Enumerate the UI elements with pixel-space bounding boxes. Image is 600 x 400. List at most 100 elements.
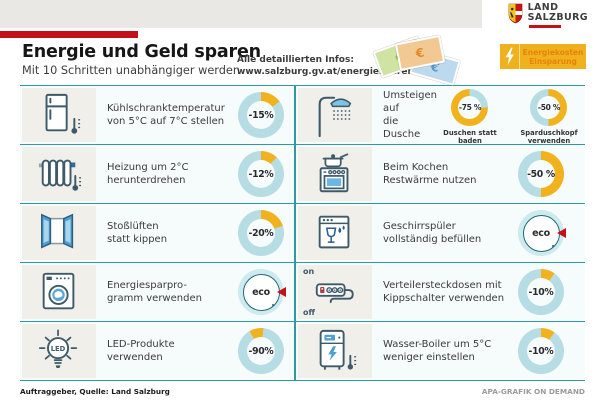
item-text: Umsteigen auf die Dusche	[372, 89, 437, 141]
item-line1: Heizung um 2°C	[107, 162, 189, 173]
heating-donut: -12%	[238, 151, 284, 197]
item-line2: Restwärme nutzen	[383, 175, 477, 186]
eco-dial: eco	[238, 269, 286, 315]
item-line1: Energiesparpro-	[107, 280, 187, 291]
column-divider	[294, 85, 296, 381]
item-line2: vollständig befüllen	[383, 234, 482, 245]
row-divider	[20, 203, 585, 204]
boiler-donut: -10%	[518, 328, 564, 374]
badge-line1: Energiekosten	[522, 47, 584, 57]
donut-value: -50 %	[527, 168, 555, 180]
dial-pointer-icon	[277, 287, 286, 297]
radiator-icon	[22, 147, 96, 201]
info-label: Alle detaillierten Infos:	[237, 55, 354, 65]
washing-machine-icon	[22, 265, 96, 319]
led-bulb-icon: LED	[22, 324, 96, 378]
eco-label: eco	[532, 227, 550, 239]
row-divider	[20, 262, 585, 263]
donut-caption: Duschen statt baden	[443, 128, 497, 145]
info-url[interactable]: www.salzburg.gv.at/energiesparen	[237, 66, 414, 77]
grid-cell-washing-machine: Energiesparpro- gramm verwenden eco	[20, 263, 294, 321]
grid-cell-power-strip: on off Verteilersteckdosen mit Kippschal…	[296, 263, 585, 321]
window-donut: -20%	[238, 210, 284, 256]
lightning-icon	[500, 44, 520, 69]
logo-line2: SALZBURG	[527, 12, 588, 23]
item-line1: Beim Kochen	[383, 162, 449, 173]
item-line2: weniger einstellen	[383, 352, 475, 363]
euro-banknotes-icon: € € €	[372, 34, 464, 86]
page-title: Energie und Geld sparen	[22, 42, 261, 62]
item-text: Beim Kochen Restwärme nutzen	[372, 161, 476, 187]
power-strip-icon: on off	[298, 265, 372, 319]
title-red-bar	[0, 31, 138, 38]
item-text: Heizung um 2°C herunterdrehen	[96, 161, 189, 187]
source-credit: Auftraggeber, Quelle: Land Salzburg	[20, 387, 170, 396]
apa-credit: APA-GRAFIK ON DEMAND	[481, 387, 585, 396]
euro-symbol: €	[414, 45, 426, 61]
item-line2: verwenden	[107, 352, 163, 363]
shower-icon	[298, 88, 372, 142]
item-text: Wasser-Boiler um 5°C weniger einstellen	[372, 338, 491, 364]
fridge-icon	[22, 88, 96, 142]
grid-cell-fridge: Kühlschranktemperatur von 5°C auf 7°C st…	[20, 86, 294, 144]
donut-value: -12%	[248, 168, 274, 180]
shower-donut-head: -50 %	[530, 88, 568, 126]
donut-value: -15%	[248, 109, 274, 121]
donut-value: -10%	[528, 286, 554, 298]
stove-icon	[298, 147, 372, 201]
item-text: Kühlschranktemperatur von 5°C auf 7°C st…	[96, 102, 225, 128]
page-subtitle: Mit 10 Schritten unabhängiger werden	[22, 64, 240, 77]
grid-cell-led: LED LED-Produkte verwenden	[20, 322, 294, 380]
item-text: Verteilersteckdosen mit Kippschalter ver…	[372, 279, 504, 305]
row-divider	[20, 321, 585, 322]
badge-line2: Einsparung	[529, 56, 577, 66]
donut-value: -20%	[248, 227, 274, 239]
grid-cell-window: Stoßlüften statt kippen -20%	[20, 204, 294, 262]
cooking-donut: -50 %	[518, 151, 564, 197]
row-divider	[20, 144, 585, 145]
land-salzburg-logo: LAND SALZBURG	[508, 3, 588, 28]
item-line2: von 5°C auf 7°C stellen	[107, 116, 225, 127]
row-divider	[20, 380, 585, 381]
item-line1: Wasser-Boiler um 5°C	[383, 339, 492, 350]
dial-pointer-icon	[557, 228, 566, 238]
dishwasher-icon	[298, 206, 372, 260]
donut-value: -75 %	[458, 102, 482, 112]
grid-cell-boiler: Wasser-Boiler um 5°C weniger einstellen …	[296, 322, 585, 380]
info-block: Alle detaillierten Infos: www.salzburg.g…	[237, 55, 414, 78]
grid-cell-cooking: Beim Kochen Restwärme nutzen -50 %	[296, 145, 585, 203]
grid-cell-dishwasher: Geschirrspüler vollständig befüllen eco	[296, 204, 585, 262]
item-line1: Umsteigen auf	[383, 90, 437, 114]
item-line1: Verteilersteckdosen mit	[383, 280, 502, 291]
item-line1: Kühlschranktemperatur	[107, 103, 225, 114]
donut-value: -90%	[248, 345, 274, 357]
item-text: Geschirrspüler vollständig befüllen	[372, 220, 481, 246]
item-line2: Kippschalter verwenden	[383, 293, 505, 304]
item-line2: statt kippen	[107, 234, 168, 245]
item-line2: herunterdrehen	[107, 175, 186, 186]
eco-dial: eco	[518, 210, 566, 256]
item-text: Stoßlüften statt kippen	[96, 220, 167, 246]
led-label: LED	[50, 345, 66, 353]
off-label: off	[303, 308, 315, 317]
item-line2: gramm verwenden	[107, 293, 202, 304]
power-strip-donut: -10%	[518, 269, 564, 315]
energiekosten-badge: Energiekosten Einsparung	[500, 44, 586, 69]
led-donut: -90%	[238, 328, 284, 374]
open-window-icon	[22, 206, 96, 260]
item-text: Energiesparpro- gramm verwenden	[96, 279, 202, 305]
item-text: LED-Produkte verwenden	[96, 338, 175, 364]
donut-caption: Sparduschkopf verwenden	[520, 128, 578, 145]
grid-cell-shower: Umsteigen auf die Dusche -75 % Duschen s…	[296, 86, 585, 145]
donut-value: -50 %	[537, 102, 561, 112]
logo-red-bar	[528, 25, 561, 28]
salzburg-coat-of-arms-icon	[508, 3, 522, 24]
grid-cell-heating: Heizung um 2°C herunterdrehen -12%	[20, 145, 294, 203]
water-boiler-icon	[298, 324, 372, 378]
logo-line1: LAND	[527, 2, 559, 13]
donut-value: -10%	[528, 345, 554, 357]
row-divider	[20, 85, 585, 86]
shower-donut-bath: -75 %	[451, 88, 489, 126]
item-line2: die Dusche	[383, 116, 421, 140]
